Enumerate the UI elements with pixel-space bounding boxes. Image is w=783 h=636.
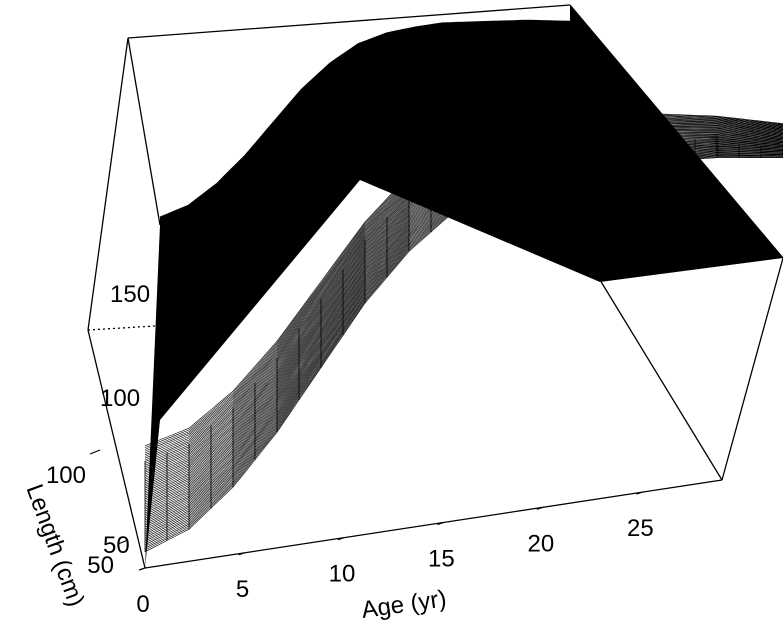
z-tick-label-100: 100: [46, 462, 86, 489]
surface-curve-30: [144, 136, 783, 500]
surface-curve-36: [144, 132, 783, 489]
surface-curve-38: [144, 131, 783, 485]
z-tick-label-50: 50: [87, 552, 114, 579]
y-tick-label-50: 50: [103, 532, 130, 559]
surface-curve-54: [144, 116, 783, 457]
y-tick-label-100: 100: [100, 385, 140, 412]
surface-curve-28: [144, 137, 783, 503]
x-tick-label-0: 0: [136, 591, 149, 618]
surface-curve-0: [144, 157, 783, 553]
surface-curve-2: [144, 156, 783, 549]
surface-curve-10: [144, 150, 783, 535]
surface-curve-4: [144, 154, 783, 546]
surface-curve-55: [144, 115, 783, 455]
surface-curve-49: [144, 120, 783, 466]
surface-curve-32: [144, 135, 783, 496]
surface-curve-29: [144, 137, 783, 501]
z-tick-50: [117, 539, 129, 545]
surface-curve-45: [144, 124, 783, 473]
surface-curve-41: [144, 128, 783, 480]
surface-curve-47: [144, 122, 783, 470]
surface-curve-40: [144, 129, 783, 482]
x-tick-label-20: 20: [528, 530, 555, 557]
x-tick-0: [138, 567, 146, 571]
x-tick-25: [636, 491, 643, 495]
surface-curve-15: [144, 146, 783, 526]
surface-curve-11: [144, 149, 783, 533]
x-tick-5: [238, 552, 245, 556]
surface-curve-3: [144, 155, 783, 547]
surface-curve-59: [144, 111, 783, 448]
x-tick-20: [536, 506, 544, 510]
surface-curve-56: [144, 114, 783, 454]
x-tick-label-10: 10: [329, 561, 356, 588]
surface-curve-33: [144, 134, 783, 494]
surface-curve-51: [144, 119, 783, 462]
surface-curve-48: [144, 121, 783, 468]
box-edge-1: [87, 329, 146, 569]
surface-curve-53: [144, 117, 783, 459]
surface-curve-43: [144, 126, 783, 477]
surface-curve-18: [144, 144, 783, 521]
surface-curve-35: [144, 133, 783, 491]
box-edge-4: [721, 257, 783, 481]
surface-curve-16: [144, 146, 783, 524]
surface-curve-14: [144, 147, 783, 528]
surface-curve-34: [144, 133, 783, 493]
surface-curve-50: [144, 120, 783, 464]
surface-curve-52: [144, 118, 783, 461]
surface-curve-5: [144, 153, 783, 544]
surface-mesh: [144, 5, 783, 568]
x-tick-label-5: 5: [236, 576, 249, 603]
surface-curve-19: [144, 144, 783, 519]
surface-curve-17: [144, 145, 783, 523]
box-edge-0: [87, 37, 129, 331]
surface-curve-42: [144, 127, 783, 478]
surface-curve-46: [144, 123, 783, 471]
z-tick-100: [89, 449, 101, 455]
box-edge-dotted: [87, 325, 156, 331]
surface-curve-6: [144, 153, 783, 542]
surface-curve-26: [144, 139, 783, 507]
box-edge-6: [599, 279, 723, 481]
x-tick-10: [337, 537, 345, 541]
surface-curve-1: [144, 156, 783, 551]
y-tick-label-150: 150: [110, 281, 150, 308]
surface-curve-21: [144, 142, 783, 515]
surface-curve-9: [144, 151, 783, 537]
surface-curve-57: [144, 113, 783, 452]
surface-curve-60: [144, 110, 783, 447]
box-edge-2: [127, 4, 571, 39]
surface-curve-13: [144, 148, 783, 530]
surface-curve-37: [144, 131, 783, 487]
surface-curve-12: [144, 149, 783, 531]
surface-back-solid: [145, 5, 783, 568]
surface-curve-25: [144, 140, 783, 508]
x-axis-label: Age (yr): [360, 585, 448, 624]
box-edge-7: [127, 37, 161, 226]
surface-curve-7: [144, 152, 783, 540]
z-axis-label: Length (cm): [20, 481, 89, 611]
surface-curve-8: [144, 151, 783, 538]
surface-curve-58: [144, 112, 783, 450]
surface-curve-31: [144, 135, 783, 498]
surface-curve-39: [144, 130, 783, 484]
surface-curve-44: [144, 125, 783, 475]
surface-curve-22: [144, 142, 783, 514]
surface-curve-27: [144, 138, 783, 505]
surface-curve-24: [144, 140, 783, 510]
x-tick-15: [437, 521, 444, 526]
x-tick-label-25: 25: [627, 515, 654, 542]
x-tick-label-15: 15: [428, 546, 455, 573]
surface-curve-23: [144, 141, 783, 512]
surface-curve-20: [144, 143, 783, 517]
